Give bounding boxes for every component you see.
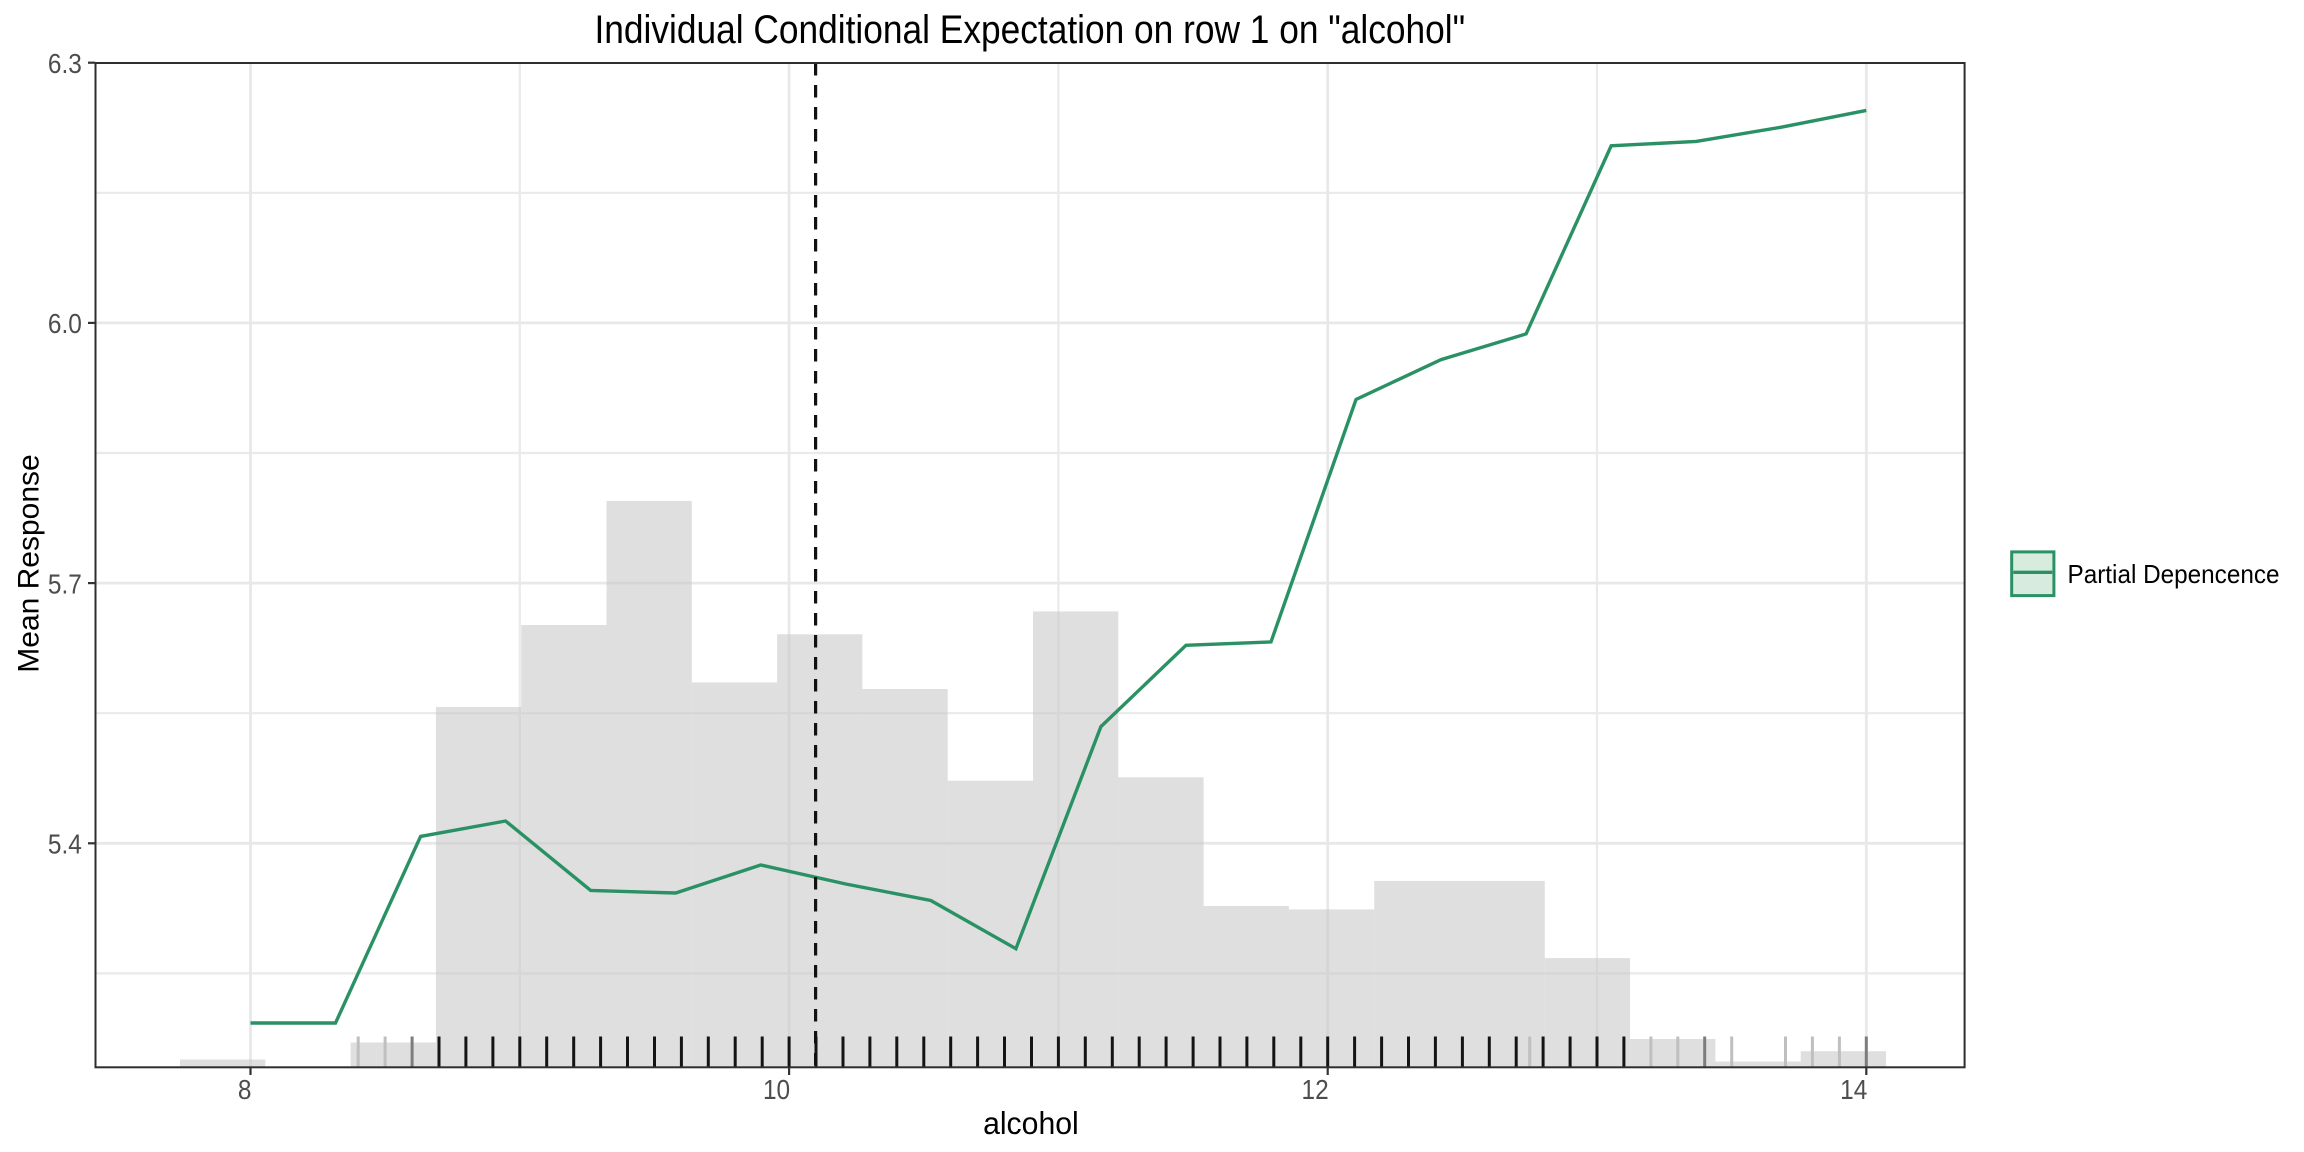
svg-text:Partial Depencence: Partial Depencence — [2068, 560, 2280, 589]
svg-text:5.4: 5.4 — [48, 830, 82, 860]
svg-text:5.7: 5.7 — [48, 570, 82, 600]
svg-text:10: 10 — [763, 1076, 790, 1106]
svg-text:12: 12 — [1302, 1076, 1329, 1106]
svg-text:8: 8 — [238, 1076, 252, 1106]
svg-text:6.0: 6.0 — [48, 310, 82, 340]
svg-text:alcohol: alcohol — [983, 1105, 1079, 1141]
svg-text:14: 14 — [1840, 1076, 1867, 1106]
svg-text:Individual Conditional Expecta: Individual Conditional Expectation on ro… — [595, 7, 1466, 52]
svg-text:Mean Response: Mean Response — [13, 454, 46, 672]
svg-text:6.3: 6.3 — [48, 50, 82, 80]
